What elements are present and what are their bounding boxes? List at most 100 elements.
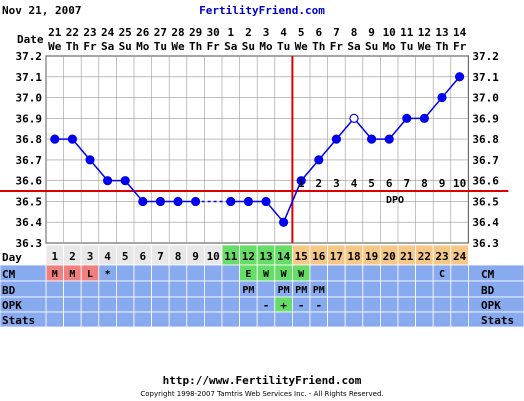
y-tick-label: 36.5 bbox=[16, 195, 43, 208]
opk-cell bbox=[379, 296, 399, 313]
bd-value: PM bbox=[295, 285, 307, 296]
opk-cell bbox=[63, 296, 82, 313]
cycle-day-label: 9 bbox=[192, 250, 199, 263]
opk-cell bbox=[151, 296, 170, 313]
weekday-label: Fr bbox=[207, 40, 221, 53]
cm-value: * bbox=[105, 269, 111, 280]
bd-cell bbox=[362, 280, 381, 298]
date-label: 30 bbox=[207, 26, 220, 39]
cm-cell bbox=[203, 264, 223, 282]
y-tick-label-right: 36.7 bbox=[472, 154, 499, 167]
weekday-label: Th bbox=[312, 40, 325, 53]
stats-cell bbox=[186, 311, 205, 328]
stats-cell bbox=[344, 311, 364, 328]
dpo-label: DPO bbox=[386, 195, 404, 206]
bd-cell bbox=[98, 280, 117, 298]
date-label: 25 bbox=[119, 26, 132, 39]
stats-cell bbox=[379, 311, 399, 328]
stats-cell bbox=[256, 311, 276, 328]
date-label: 28 bbox=[171, 26, 184, 39]
y-tick-label: 37.2 bbox=[16, 50, 43, 63]
bd-cell bbox=[415, 280, 434, 298]
bd-cell bbox=[379, 280, 399, 298]
opk-cell bbox=[362, 296, 381, 313]
temp-point bbox=[419, 113, 429, 123]
cm-cell bbox=[362, 264, 381, 282]
opk-cell bbox=[116, 296, 135, 313]
cm-cell bbox=[221, 264, 241, 282]
stats-cell bbox=[415, 311, 434, 328]
date-label: 2 bbox=[245, 26, 252, 39]
bd-cell bbox=[256, 280, 276, 298]
weekday-label: Fr bbox=[453, 40, 467, 53]
stats-cell bbox=[203, 311, 223, 328]
opk-cell bbox=[203, 296, 223, 313]
stats-cell bbox=[116, 311, 135, 328]
date-label: 21 bbox=[48, 26, 62, 39]
date-label: 7 bbox=[333, 26, 340, 39]
y-tick-label-right: 36.3 bbox=[472, 237, 499, 250]
row-label-bg bbox=[0, 311, 47, 328]
row-label-stats: Stats bbox=[2, 314, 35, 327]
date-label: 11 bbox=[400, 26, 414, 39]
stats-cell bbox=[397, 311, 417, 328]
weekday-label: Fr bbox=[83, 40, 97, 53]
weekday-label: Sa bbox=[224, 40, 237, 53]
date-label: 8 bbox=[351, 26, 358, 39]
row-label-bd-right: BD bbox=[481, 284, 495, 297]
bd-value: PM bbox=[313, 285, 325, 296]
dpo-number: 1 bbox=[298, 177, 305, 190]
dpo-number: 4 bbox=[351, 177, 358, 190]
bd-cell bbox=[45, 280, 65, 298]
temp-point bbox=[243, 196, 253, 207]
temp-point bbox=[331, 134, 341, 144]
bd-value: PM bbox=[242, 285, 254, 296]
temp-point bbox=[261, 196, 271, 207]
weekday-label: Fr bbox=[330, 40, 344, 53]
y-tick-label: 36.3 bbox=[16, 237, 43, 250]
temp-point bbox=[173, 196, 183, 207]
y-tick-label-right: 37.0 bbox=[472, 92, 499, 105]
bd-cell bbox=[432, 280, 452, 298]
cycle-day-label: 23 bbox=[435, 250, 448, 263]
weekday-label: We bbox=[418, 40, 432, 53]
stats-cell bbox=[327, 311, 346, 328]
opk-cell bbox=[133, 296, 153, 313]
date-label: 10 bbox=[383, 26, 396, 39]
row-label-bd: BD bbox=[2, 284, 16, 297]
opk-cell bbox=[327, 296, 346, 313]
cm-cell bbox=[397, 264, 417, 282]
cm-value: C bbox=[439, 269, 445, 280]
dpo-number: 2 bbox=[315, 177, 322, 190]
weekday-label: Su bbox=[119, 40, 132, 53]
temp-point bbox=[120, 176, 130, 186]
bd-cell bbox=[116, 280, 135, 298]
temp-point bbox=[279, 217, 289, 227]
stats-cell bbox=[168, 311, 188, 328]
row-label-opk: OPK bbox=[2, 299, 22, 312]
cycle-day-label: 13 bbox=[259, 250, 272, 263]
cycle-day-label: 8 bbox=[175, 250, 182, 263]
weekday-label: Mo bbox=[259, 40, 273, 53]
opk-cell bbox=[415, 296, 434, 313]
date-label: 27 bbox=[154, 26, 167, 39]
opk-cell bbox=[239, 296, 258, 313]
opk-cell bbox=[432, 296, 452, 313]
weekday-label: Tu bbox=[154, 40, 167, 53]
opk-cell bbox=[186, 296, 205, 313]
bd-cell bbox=[450, 280, 469, 298]
stats-cell bbox=[133, 311, 153, 328]
footer-url[interactable]: http://www.FertilityFriend.com bbox=[162, 374, 362, 387]
row-label-stats-right: Stats bbox=[481, 314, 514, 327]
temp-point bbox=[155, 196, 165, 207]
date-label: 6 bbox=[315, 26, 322, 39]
y-tick-label: 36.6 bbox=[16, 175, 43, 188]
temp-point bbox=[138, 196, 148, 207]
y-tick-label: 36.7 bbox=[16, 154, 43, 167]
bd-cell bbox=[168, 280, 188, 298]
temp-segment bbox=[282, 180, 302, 223]
stats-cell bbox=[98, 311, 117, 328]
cm-value: M bbox=[52, 269, 58, 280]
cm-cell bbox=[309, 264, 329, 282]
y-tick-label: 37.0 bbox=[16, 92, 43, 105]
